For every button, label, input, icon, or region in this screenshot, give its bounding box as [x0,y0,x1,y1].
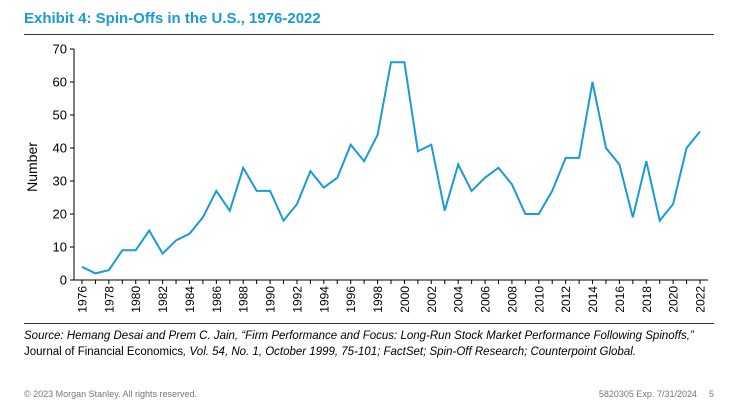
x-tick-label: 2000 [398,286,412,313]
x-tick-label: 1990 [264,286,278,313]
x-tick-label: 2010 [532,286,546,313]
x-tick-label: 1976 [76,286,90,313]
source-prefix: Source: [24,330,67,342]
series-line-spinoffs [81,61,701,275]
y-tick-label: 70 [53,42,67,57]
x-tick-label: 1980 [129,286,143,313]
x-tick-label: 2016 [613,286,627,313]
y-tick-label: 40 [53,141,67,156]
exhibit-title: Exhibit 4: Spin-Offs in the U.S., 1976-2… [24,10,321,27]
x-tick-label: 1986 [210,286,224,313]
y-tick-label: 30 [53,174,67,189]
source-details: , Vol. 54, No. 1, October 1999, 75-101; … [183,346,636,358]
x-tick-label: 1998 [371,286,385,313]
source-divider [24,323,714,324]
y-tick-label: 10 [53,240,67,255]
document-code: 5820305 Exp. 7/31/2024 [598,389,697,399]
x-tick-label: 2008 [505,286,519,313]
x-tick-label: 2014 [586,286,600,313]
source-journal: Journal of Financial Economics [24,346,184,358]
title-divider [24,34,714,35]
x-tick-label: 2002 [425,286,439,313]
x-tick-label: 1996 [344,286,358,313]
copyright-text: © 2023 Morgan Stanley. All rights reserv… [24,389,198,399]
x-tick-label: 1978 [102,286,116,313]
x-tick-label: 1992 [290,286,304,313]
x-tick-label: 2022 [694,286,708,313]
x-tick-label: 1988 [237,286,251,313]
spinoffs-line-chart: 0 10 20 30 40 50 60 70 1976 1978 1980 1982 1984 1986 1… [24,42,708,313]
y-tick-label: 60 [53,75,67,90]
page-number: 5 [708,389,714,399]
x-tick-label: 1984 [183,286,197,313]
y-tick-label: 20 [53,207,67,222]
source-authors: Hemang Desai and Prem C. Jain, “Firm Per… [66,330,694,342]
x-tick-label: 2004 [452,286,466,313]
x-tick-label: 2018 [640,286,654,313]
y-tick-label: 0 [60,273,67,288]
x-tick-label: 2006 [479,286,493,313]
x-tick-label: 1994 [317,286,331,313]
x-tick-label: 2012 [559,286,573,313]
y-axis-label: Number [24,142,40,192]
source-note: Source: Hemang Desai and Prem C. Jain, “… [24,328,714,360]
x-tick-label: 2020 [667,286,681,313]
footer-right: 5820305 Exp. 7/31/2024 5 [587,389,714,399]
x-tick-label: 1982 [156,286,170,313]
y-tick-label: 50 [53,108,67,123]
